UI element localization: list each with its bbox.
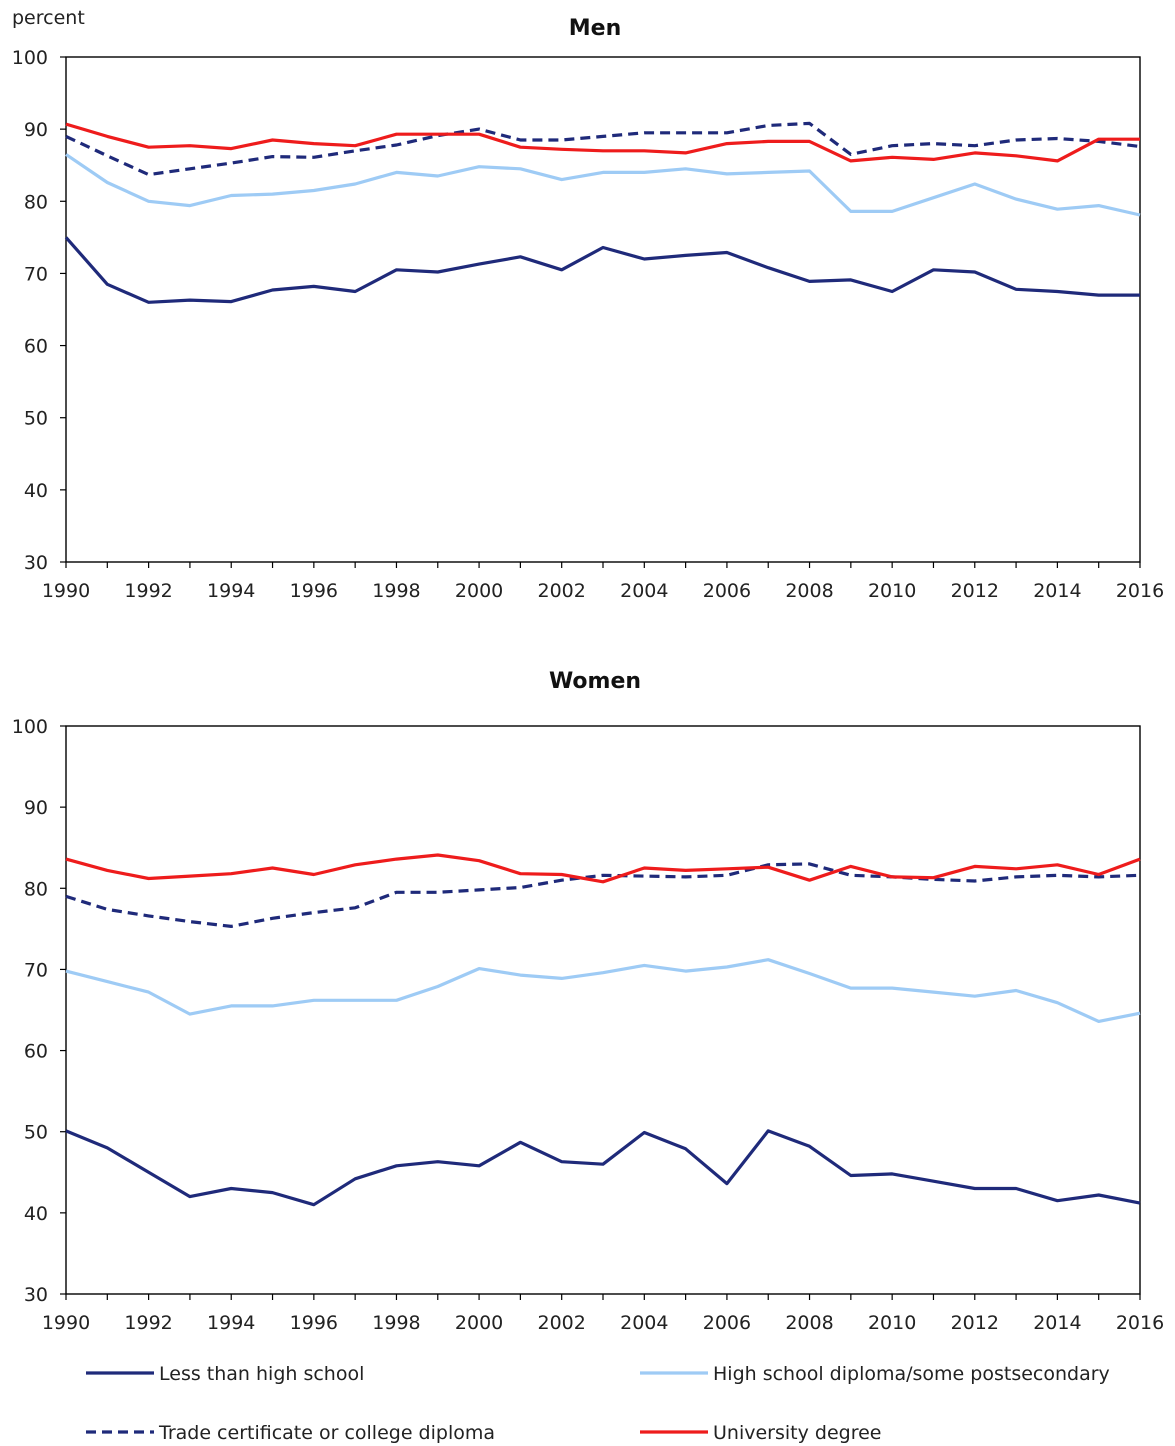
chart-1-x-tick-label: 2000 (455, 580, 503, 602)
legend-label-3: Trade certificate or college diploma (158, 1422, 495, 1444)
chart-1-title: Men (569, 16, 621, 41)
chart-2-y-tick-label: 50 (24, 1122, 48, 1144)
chart-1-plot-frame (65, 56, 1141, 563)
chart-2-x-tick-label: 2016 (1116, 1312, 1164, 1334)
legend-label-1: Less than high school (159, 1363, 364, 1385)
chart-1-x-tick-label: 2010 (868, 580, 916, 602)
chart-1-x-tick-label: 2006 (703, 580, 751, 602)
chart-1-y-tick-label: 90 (24, 119, 48, 141)
chart-1-y-tick-label: 70 (24, 263, 48, 285)
chart-1-x-tick-label: 1998 (372, 580, 420, 602)
legend-label-2: High school diploma/some postsecondary (713, 1363, 1110, 1385)
chart-2-x-tick-label: 2008 (785, 1312, 833, 1334)
chart-1-x-tick-label: 1996 (290, 580, 338, 602)
chart-2-series-line-2 (65, 958, 1141, 1024)
chart-1-series-line-4 (65, 122, 1140, 163)
chart-1-x-tick-label: 2016 (1116, 580, 1164, 602)
chart-2-y-tick-label: 30 (24, 1284, 48, 1306)
chart-2-x-tick-label: 1996 (290, 1312, 338, 1334)
chart-1-y-tick-label: 30 (24, 552, 48, 574)
chart-2-x-tick-label: 2012 (951, 1312, 999, 1334)
legend-label-4: University degree (713, 1422, 881, 1444)
chart-1-series-line-2 (65, 153, 1141, 217)
chart-1-series-line-1 (64, 236, 1140, 304)
chart-2-x-tick-label: 1998 (372, 1312, 420, 1334)
chart-2-x-tick-label: 2000 (455, 1312, 503, 1334)
chart-1-x-tick-label: 2004 (620, 580, 668, 602)
chart-1-series-line-3 (65, 121, 1141, 177)
chart-2-x-tick-label: 1994 (207, 1312, 255, 1334)
chart-2-x-tick-label: 1990 (42, 1312, 90, 1334)
chart-1-x-tick-label: 1994 (207, 580, 255, 602)
chart-1-x-tick-label: 2012 (951, 580, 999, 602)
chart-2-series-line-1 (65, 1129, 1141, 1207)
chart-1-y-unit-label: percent (12, 7, 85, 29)
chart-2-y-tick-label: 70 (24, 959, 48, 981)
chart-2-y-tick-label: 40 (24, 1203, 48, 1225)
chart-1-x-tick-label: 2008 (785, 580, 833, 602)
chart-1-x-tick-label: 1990 (42, 580, 90, 602)
chart-2-y-tick-label: 90 (24, 797, 48, 819)
chart-1-x-tick-label: 1992 (124, 580, 172, 602)
chart-1-y-tick-label: 80 (24, 191, 48, 213)
chart-2-x-tick-label: 2014 (1033, 1312, 1081, 1334)
chart-1-x-tick-label: 2014 (1033, 580, 1081, 602)
chart-1-y-tick-label: 60 (24, 336, 48, 358)
chart-1-y-tick-label: 100 (12, 47, 48, 69)
chart-2-series-line-3 (65, 862, 1141, 929)
chart-2-x-tick-label: 2006 (703, 1312, 751, 1334)
chart-1-y-tick-label: 40 (24, 480, 48, 502)
chart-2-series-line-4 (65, 853, 1141, 884)
chart-2-x-tick-label: 2010 (868, 1312, 916, 1334)
chart-2-x-tick-label: 2004 (620, 1312, 668, 1334)
chart-2-x-tick-label: 2002 (538, 1312, 586, 1334)
chart-2-y-tick-label: 100 (12, 716, 48, 738)
chart-2-y-tick-label: 60 (24, 1041, 48, 1063)
chart-2-y-tick-label: 80 (24, 878, 48, 900)
chart-1-y-tick-label: 50 (24, 408, 48, 430)
chart-2-title: Women (549, 669, 641, 694)
chart-2-x-tick-label: 1992 (124, 1312, 172, 1334)
chart-2-plot-frame (65, 725, 1141, 1295)
chart-1-x-tick-label: 2002 (538, 580, 586, 602)
